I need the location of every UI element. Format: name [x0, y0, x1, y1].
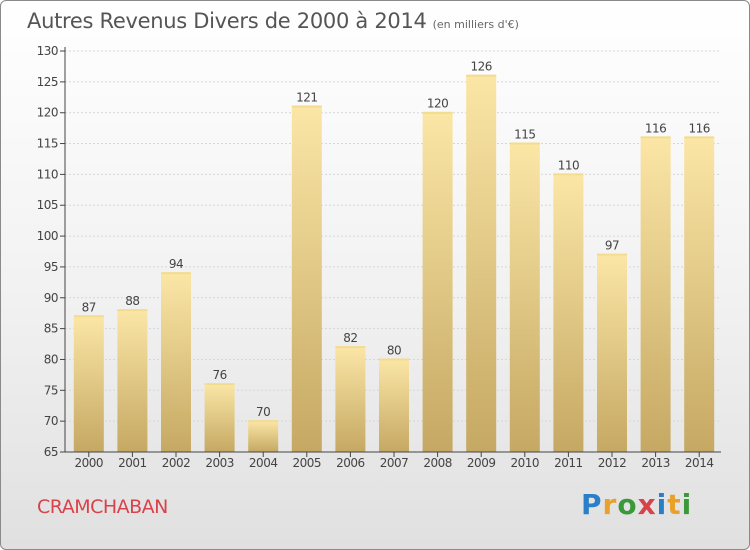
logo-letter: x	[637, 488, 657, 521]
bar-2014	[684, 137, 715, 452]
logo-letter: r	[602, 488, 618, 521]
y-tick-label: 125	[37, 75, 58, 89]
label-layer: 65 70 75 80 85 90 95 100 105 110 115 120 125 130 87 200…	[37, 44, 714, 470]
bar-2013	[640, 137, 671, 452]
x-tick-label: 2008	[423, 456, 452, 470]
y-tick-label: 85	[44, 322, 58, 336]
bar-2010	[509, 143, 540, 453]
data-label-2001: 88	[125, 294, 139, 308]
y-tick-label: 90	[44, 291, 58, 305]
data-label-2008: 120	[427, 97, 448, 111]
chart-title-text: Autres Revenus Divers de 2000 à 2014	[27, 9, 427, 33]
bar-2008	[422, 112, 453, 452]
bar-2004	[248, 421, 279, 452]
data-label-2013: 116	[645, 121, 666, 135]
bar-2006	[335, 347, 366, 452]
bar-layer	[73, 74, 715, 453]
y-tick-label: 105	[37, 198, 58, 212]
chart-title: Autres Revenus Divers de 2000 à 2014 (en …	[27, 9, 519, 33]
bar-2009	[466, 75, 497, 452]
bar-2001	[117, 310, 148, 452]
data-label-2010: 115	[514, 128, 535, 142]
logo-letter: o	[617, 488, 638, 521]
logo-letter: i	[681, 488, 693, 521]
x-tick-label: 2006	[336, 456, 365, 470]
x-tick-label: 2009	[467, 456, 496, 470]
logo-letter: t	[667, 488, 682, 521]
bar-2012	[597, 254, 627, 452]
axis-layer	[60, 47, 721, 457]
data-label-2011: 110	[558, 158, 579, 172]
y-tick-label: 115	[37, 137, 58, 151]
x-tick-label: 2012	[598, 456, 627, 470]
data-label-2005: 121	[296, 91, 317, 105]
logo-letter: P	[581, 488, 603, 521]
y-tick-label: 95	[44, 260, 58, 274]
bar-2000	[73, 316, 104, 452]
y-tick-label: 100	[37, 229, 58, 243]
y-tick-label: 80	[44, 352, 58, 366]
data-label-2014: 116	[688, 121, 709, 135]
proxiti-logo: Proxiti	[581, 488, 692, 521]
x-tick-label: 2005	[293, 456, 322, 470]
data-label-2002: 94	[169, 257, 183, 271]
x-tick-label: 2010	[511, 456, 540, 470]
data-label-2012: 97	[605, 239, 619, 253]
data-label-2000: 87	[82, 300, 96, 314]
bar-2002	[161, 273, 191, 452]
x-tick-label: 2013	[641, 456, 670, 470]
x-tick-label: 2000	[75, 456, 104, 470]
logo-letter: i	[656, 488, 668, 521]
x-tick-label: 2007	[380, 456, 409, 470]
y-tick-label: 65	[44, 445, 58, 459]
x-tick-label: 2011	[554, 456, 583, 470]
x-tick-label: 2004	[249, 456, 278, 470]
data-label-2004: 70	[256, 405, 270, 419]
data-label-2006: 82	[343, 331, 357, 345]
x-tick-label: 2014	[685, 456, 714, 470]
y-tick-label: 75	[44, 383, 58, 397]
y-tick-label: 120	[37, 106, 58, 120]
commune-name: CRAMCHABAN	[37, 496, 168, 518]
data-label-2007: 80	[387, 343, 401, 357]
chart-unit-note: (en milliers d'€)	[432, 18, 519, 31]
x-tick-label: 2001	[118, 456, 147, 470]
bar-2007	[379, 359, 409, 452]
y-tick-label: 70	[44, 414, 58, 428]
bar-2005	[291, 106, 322, 453]
data-label-2003: 76	[212, 368, 226, 382]
y-tick-label: 130	[37, 44, 58, 58]
bar-2003	[204, 384, 235, 452]
data-label-2009: 126	[470, 60, 491, 74]
x-tick-label: 2002	[162, 456, 191, 470]
x-tick-label: 2003	[205, 456, 234, 470]
y-tick-label: 110	[37, 167, 58, 181]
bar-2011	[553, 174, 584, 452]
